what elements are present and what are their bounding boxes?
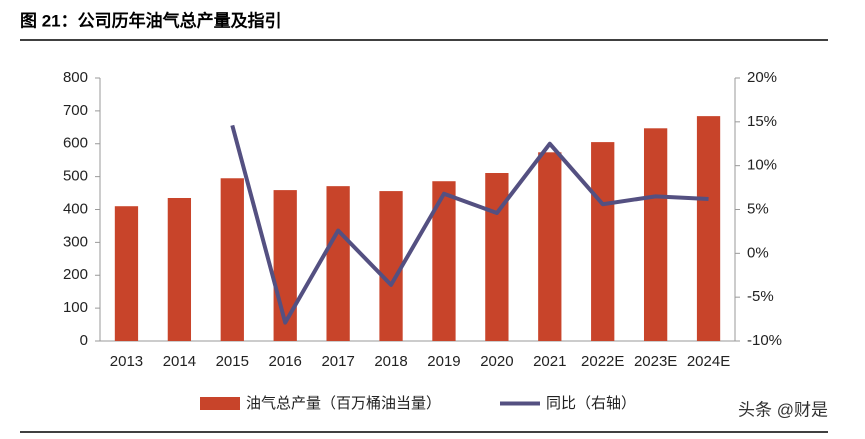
x-tick-label: 2015 [216,353,249,370]
bar [432,181,456,341]
legend-label: 油气总产量（百万桶油当量） [246,395,441,412]
y2-tick-label: -5% [747,288,774,305]
legend-swatch [200,397,240,410]
y-tick-label: 700 [63,102,88,119]
watermark: 头条 @财是 [738,400,828,419]
x-tick-label: 2024E [687,353,730,370]
y-tick-label: 300 [63,233,88,250]
bar [326,186,350,341]
x-tick-label: 2017 [321,353,354,370]
y-tick-label: 100 [63,299,88,316]
x-tick-label: 2019 [427,353,460,370]
y-tick-label: 600 [63,135,88,152]
bar [643,128,668,341]
y2-tick-label: -10% [747,332,782,349]
y2-tick-label: 5% [747,200,769,217]
y2-tick-label: 20% [747,69,777,86]
y-tick-label: 400 [63,200,88,217]
bar [167,197,192,341]
bar [220,178,244,341]
x-tick-label: 2014 [163,353,196,370]
y2-tick-label: 15% [747,113,777,130]
x-tick-label: 2016 [269,353,302,370]
legend-label: 同比（右轴） [546,395,636,412]
bar [591,142,615,341]
x-tick-label: 2013 [110,353,143,370]
bar [114,206,139,341]
x-tick-label: 2020 [480,353,513,370]
bar [485,173,509,341]
y2-tick-label: 10% [747,157,777,174]
x-tick-label: 2022E [581,353,624,370]
y-tick-label: 200 [63,266,88,283]
y-tick-label: 500 [63,168,88,185]
line [230,124,709,325]
x-tick-label: 2018 [374,353,407,370]
x-tick-label: 2023E [634,353,677,370]
bar [696,116,721,341]
y-tick-label: 800 [63,69,88,86]
y-tick-label: 0 [80,332,88,349]
x-tick-label: 2021 [533,353,566,370]
y2-tick-label: 0% [747,244,769,261]
bar [538,152,562,341]
chart-title: 图 21：公司历年油气总产量及指引 [20,10,282,30]
bar [379,191,403,341]
